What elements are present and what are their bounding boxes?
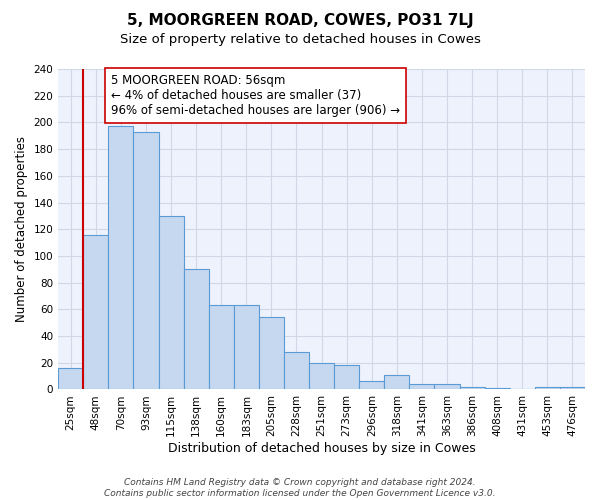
Bar <box>485 388 510 390</box>
Bar <box>109 126 133 390</box>
Bar <box>434 384 460 390</box>
Y-axis label: Number of detached properties: Number of detached properties <box>15 136 28 322</box>
Bar <box>209 306 234 390</box>
Bar <box>234 306 259 390</box>
Bar <box>560 387 585 390</box>
Bar <box>309 363 334 390</box>
Bar <box>58 368 83 390</box>
Bar <box>460 387 485 390</box>
Text: Contains HM Land Registry data © Crown copyright and database right 2024.
Contai: Contains HM Land Registry data © Crown c… <box>104 478 496 498</box>
Bar <box>535 387 560 390</box>
X-axis label: Distribution of detached houses by size in Cowes: Distribution of detached houses by size … <box>168 442 475 455</box>
Bar <box>284 352 309 390</box>
Bar <box>184 270 209 390</box>
Bar <box>158 216 184 390</box>
Bar <box>334 366 359 390</box>
Bar <box>259 318 284 390</box>
Bar <box>409 384 434 390</box>
Bar <box>385 375 409 390</box>
Bar <box>133 132 158 390</box>
Text: Size of property relative to detached houses in Cowes: Size of property relative to detached ho… <box>119 32 481 46</box>
Text: 5, MOORGREEN ROAD, COWES, PO31 7LJ: 5, MOORGREEN ROAD, COWES, PO31 7LJ <box>127 12 473 28</box>
Bar <box>83 234 109 390</box>
Bar <box>359 382 385 390</box>
Text: 5 MOORGREEN ROAD: 56sqm
← 4% of detached houses are smaller (37)
96% of semi-det: 5 MOORGREEN ROAD: 56sqm ← 4% of detached… <box>111 74 400 118</box>
